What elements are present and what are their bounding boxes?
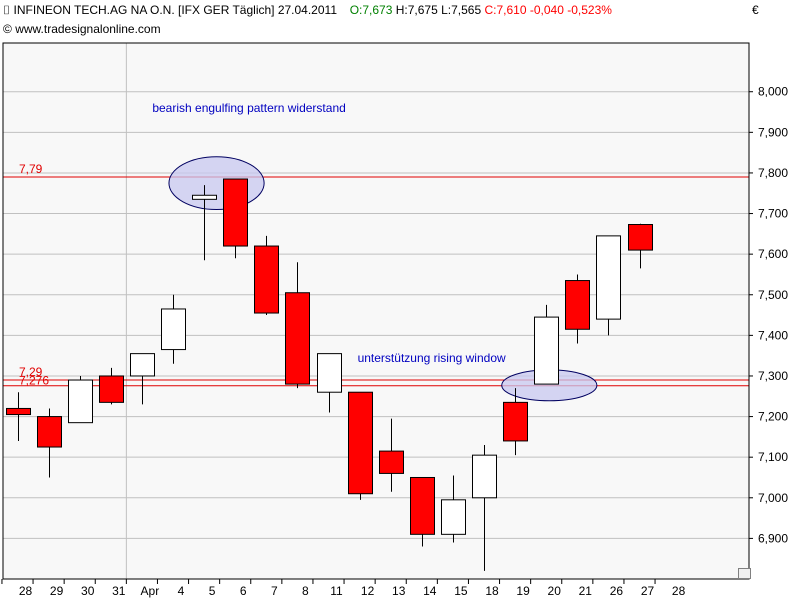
y-tick-label: 8,000 [758, 85, 788, 99]
x-tick-label: 11 [330, 584, 343, 598]
candle-body-up [68, 379, 93, 424]
candlestick-icon: ⌷ [3, 3, 11, 17]
y-tick-label: 7,700 [758, 207, 788, 221]
candle-body-down [254, 245, 279, 314]
candle-body-down [6, 407, 31, 416]
plot-area [3, 43, 749, 579]
x-tick-label: 28 [672, 584, 686, 598]
annotation-text: unterstützung rising window [358, 351, 506, 365]
change-pct-value: -0,523% [567, 3, 612, 17]
candle-body-up [441, 499, 466, 535]
x-tick-label: 14 [423, 584, 437, 598]
y-tick-label: 7,900 [758, 125, 788, 139]
y-tick-label: 6,900 [758, 531, 788, 545]
x-tick-label: 5 [209, 584, 216, 598]
candle-body-down [348, 391, 373, 495]
source-url: www.tradesignalonline.com [15, 22, 161, 36]
candle-body-up [192, 194, 217, 200]
scroll-corner-handle[interactable] [738, 568, 751, 579]
grid-lines [3, 43, 749, 579]
source-line: © www.tradesignalonline.com [3, 22, 161, 36]
x-tick-label: 20 [548, 584, 562, 598]
candle-body-up [130, 353, 155, 377]
x-tick-label: 4 [178, 584, 185, 598]
candle-body-down [628, 224, 653, 251]
plot-frame [2, 42, 750, 580]
x-tick-label: 31 [112, 584, 126, 598]
highlight-ellipse [168, 156, 265, 210]
x-tick-label: 6 [240, 584, 247, 598]
x-tick-label: 19 [516, 584, 530, 598]
x-tick-label: Apr [141, 584, 160, 598]
level-lines: 7,79 7,297,276 [3, 162, 749, 388]
y-tick-label: 7,000 [758, 491, 788, 505]
candle-body-down [410, 476, 435, 535]
level-label: 7,79 [19, 162, 43, 176]
candle-body-up [596, 235, 621, 320]
level-label: 7,29 [19, 365, 43, 379]
y-tick-label: 7,200 [758, 410, 788, 424]
open-value: O:7,673 [349, 3, 393, 17]
x-tick-label: 28 [19, 584, 33, 598]
x-tick-label: 29 [50, 584, 64, 598]
x-tick-label: 13 [392, 584, 406, 598]
candle-body-up [161, 308, 186, 351]
chart-header: ⌷ INFINEON TECH.AG NA O.N. [IFX GER Tägl… [3, 3, 612, 18]
candle-body-down [223, 178, 248, 247]
close-value: C:7,610 [484, 3, 527, 17]
y-tick-label: 7,300 [758, 369, 788, 383]
y-axis: 6,900 7,000 7,100 7,200 7,300 7,400 7,500 7,600… [749, 85, 788, 545]
y-tick-label: 7,800 [758, 166, 788, 180]
candle-body-down [37, 416, 62, 448]
level-label: 7,276 [19, 374, 49, 388]
chart-annotations: bearish engulfing pattern widerstand unte… [152, 101, 506, 365]
x-tick-label: 21 [579, 584, 593, 598]
y-tick-label: 7,100 [758, 450, 788, 464]
candlestick-series [6, 178, 653, 571]
candle-body-up [317, 353, 342, 393]
candle-body-down [503, 401, 528, 442]
y-tick-label: 7,400 [758, 328, 788, 342]
x-tick-label: 7 [271, 584, 278, 598]
x-tick-label: 15 [454, 584, 468, 598]
candle-body-down [565, 280, 590, 330]
candle-body-down [99, 375, 124, 403]
currency-label: € [752, 3, 759, 17]
high-value: H:7,675 [395, 3, 438, 17]
x-tick-label: 12 [361, 584, 375, 598]
x-tick-label: 26 [610, 584, 624, 598]
annotation-text: bearish engulfing pattern widerstand [152, 101, 345, 115]
low-value: L:7,565 [441, 3, 482, 17]
highlight-ellipses [168, 156, 598, 402]
x-tick-label: 30 [81, 584, 95, 598]
instrument-title: INFINEON TECH.AG NA O.N. [IFX GER Täglic… [13, 3, 337, 17]
x-tick-label: 8 [302, 584, 309, 598]
change-value: -0,040 [529, 3, 564, 17]
y-tick-label: 7,600 [758, 247, 788, 261]
candle-body-up [472, 454, 497, 499]
candle-body-up [534, 316, 559, 385]
copyright-icon: © [3, 22, 12, 36]
x-axis: 28 29 30 31 Apr 4 5 6 7 8 11 12 13 14 15 18 19 20 21 26 27 28 [1, 579, 686, 598]
y-tick-label: 7,500 [758, 288, 788, 302]
x-tick-label: 27 [641, 584, 655, 598]
candle-body-down [379, 450, 404, 474]
x-tick-label: 18 [485, 584, 499, 598]
candle-body-down [285, 292, 310, 385]
